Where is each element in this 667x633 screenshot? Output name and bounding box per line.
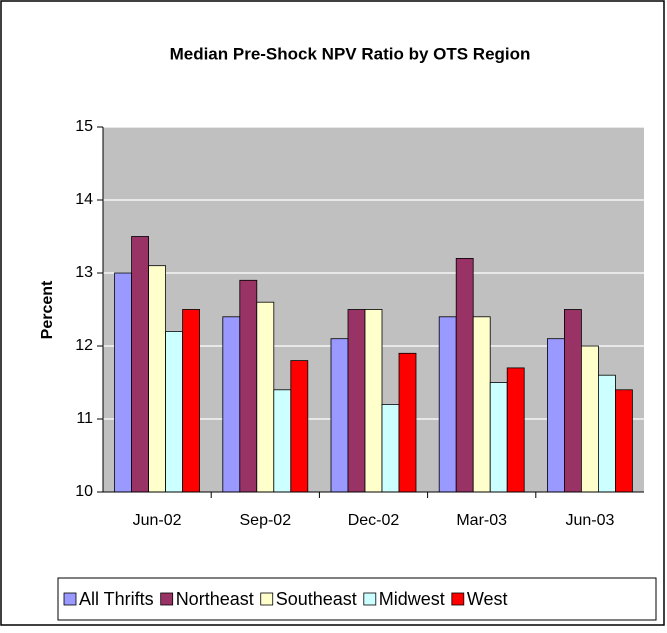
bar <box>239 279 258 493</box>
y-axis-label: Percent <box>39 280 56 339</box>
legend-swatch <box>451 592 465 606</box>
x-tick-label: Dec-02 <box>348 512 400 529</box>
bar <box>489 382 508 493</box>
bar <box>598 374 616 493</box>
bar <box>455 257 474 493</box>
bar <box>222 316 241 493</box>
y-tick-label: 10 <box>75 483 93 500</box>
bar <box>330 338 349 493</box>
x-tick-label: Mar-03 <box>456 512 507 529</box>
bar <box>347 309 366 493</box>
bar <box>472 316 491 493</box>
legend-box <box>57 577 657 621</box>
bar <box>148 265 167 493</box>
legend-label: Northeast <box>176 589 254 609</box>
x-tick-label: Jun-03 <box>565 512 614 529</box>
chart-title: Median Pre-Shock NPV Ratio by OTS Region <box>170 44 531 63</box>
y-tick-label: 12 <box>75 337 93 354</box>
bar <box>438 316 457 493</box>
y-tick-label: 14 <box>75 191 93 208</box>
legend-swatch <box>160 592 174 606</box>
legend-swatch <box>63 592 77 606</box>
bar <box>364 309 383 493</box>
bar <box>273 389 292 493</box>
bar <box>131 236 150 493</box>
bar <box>564 309 582 493</box>
x-tick-label: Sep-02 <box>240 512 292 529</box>
bar <box>381 403 400 493</box>
y-tick-label: 15 <box>75 118 93 135</box>
bar <box>581 345 599 493</box>
legend-label: West <box>467 589 508 609</box>
bar <box>547 338 565 493</box>
bar <box>398 352 417 493</box>
bar <box>165 330 184 493</box>
bar <box>114 272 132 493</box>
bar <box>290 360 309 493</box>
y-tick-label: 11 <box>76 410 93 427</box>
bar <box>615 389 633 493</box>
legend-label: Southeast <box>276 589 357 609</box>
x-tick-label: Jun-02 <box>133 512 182 529</box>
legend-label: Midwest <box>379 589 445 609</box>
bar <box>256 301 275 493</box>
legend-label: All Thrifts <box>79 589 154 609</box>
legend-swatch <box>260 592 274 606</box>
legend-swatch <box>363 592 377 606</box>
y-tick-label: 13 <box>75 264 93 281</box>
bar <box>182 309 201 493</box>
bar <box>506 367 525 493</box>
